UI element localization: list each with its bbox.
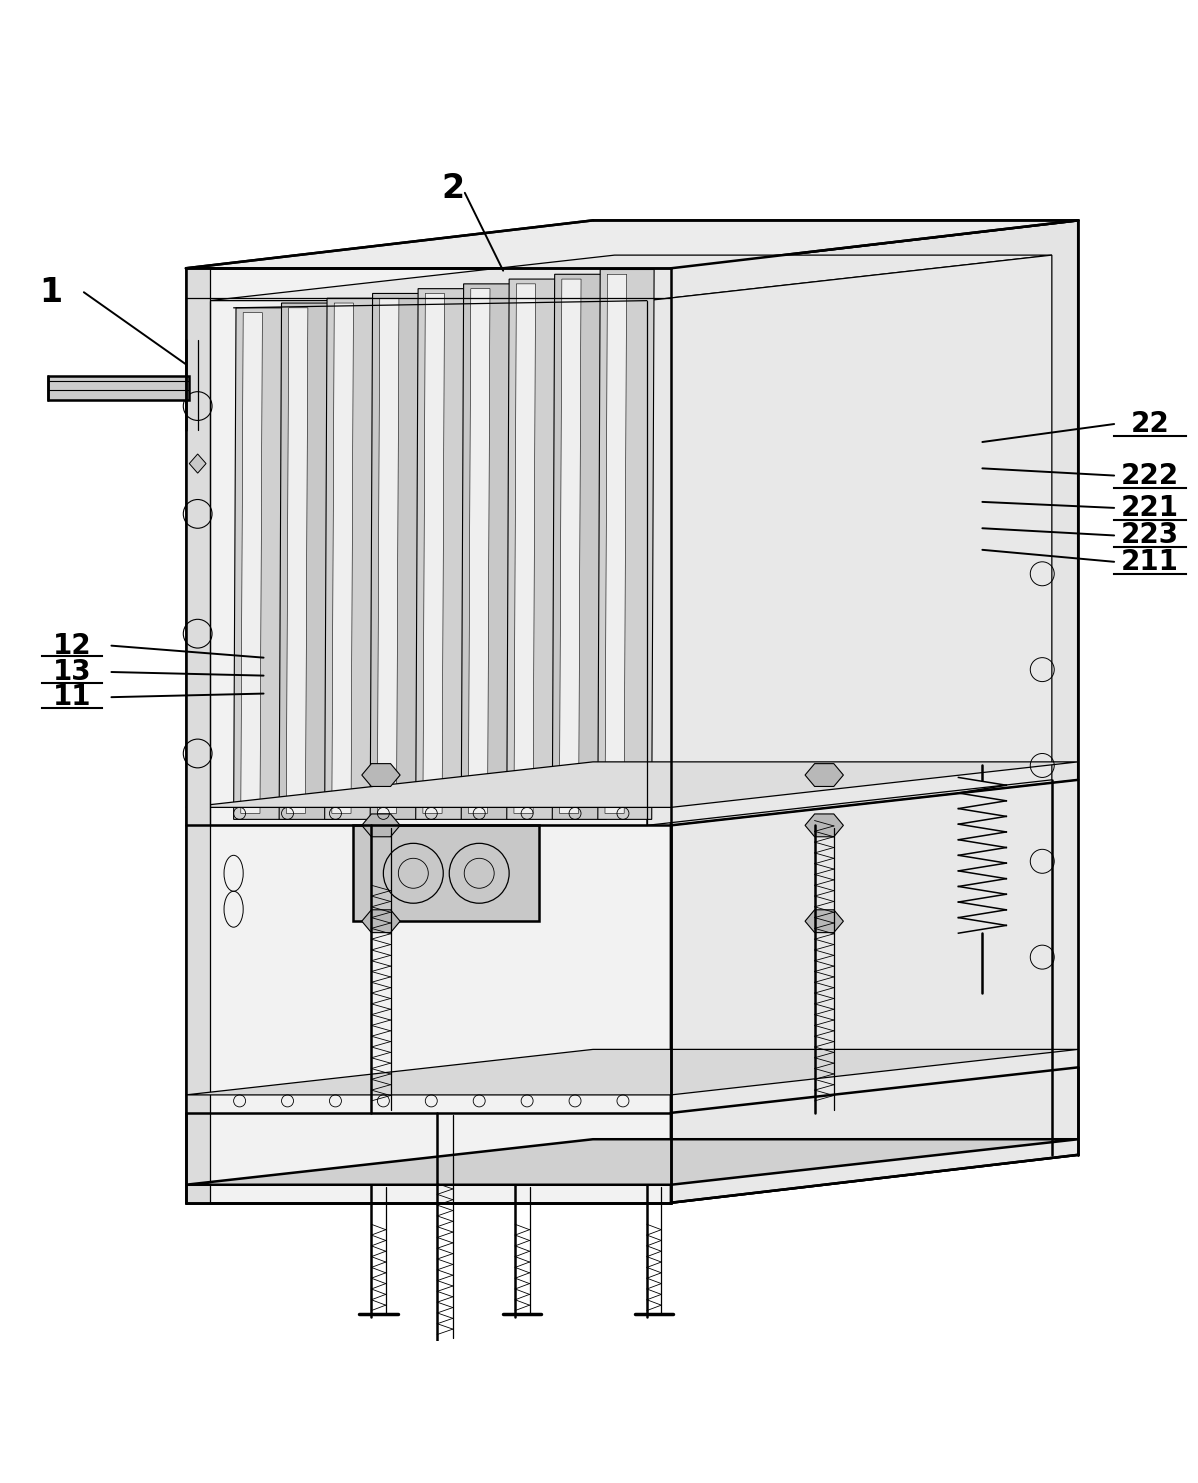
Polygon shape <box>671 780 1078 1203</box>
Polygon shape <box>370 294 426 820</box>
Polygon shape <box>353 826 539 921</box>
Polygon shape <box>552 274 609 820</box>
Polygon shape <box>514 283 536 813</box>
Polygon shape <box>598 270 654 820</box>
Text: 223: 223 <box>1121 522 1179 549</box>
Polygon shape <box>362 814 400 836</box>
Polygon shape <box>805 764 843 786</box>
Polygon shape <box>805 909 843 933</box>
Polygon shape <box>647 255 1052 826</box>
Polygon shape <box>605 274 627 813</box>
Polygon shape <box>362 764 400 786</box>
Text: 13: 13 <box>53 658 91 687</box>
Polygon shape <box>186 268 210 1203</box>
Polygon shape <box>423 294 444 813</box>
Polygon shape <box>186 221 1078 268</box>
Polygon shape <box>461 283 518 820</box>
Polygon shape <box>48 377 189 400</box>
Polygon shape <box>189 454 206 473</box>
Polygon shape <box>507 279 563 820</box>
Polygon shape <box>671 221 1078 1203</box>
Polygon shape <box>286 308 308 813</box>
Polygon shape <box>559 279 581 813</box>
Text: 11: 11 <box>53 684 91 712</box>
Text: 22: 22 <box>1131 409 1169 437</box>
Text: 2: 2 <box>441 172 465 205</box>
Text: 12: 12 <box>53 632 91 660</box>
Polygon shape <box>186 268 671 1203</box>
Polygon shape <box>186 1139 1078 1185</box>
Polygon shape <box>186 762 1078 807</box>
Text: 1: 1 <box>38 276 62 308</box>
Polygon shape <box>210 255 1052 301</box>
Polygon shape <box>325 298 381 820</box>
Polygon shape <box>186 1050 1078 1094</box>
Text: 222: 222 <box>1121 461 1179 489</box>
Polygon shape <box>805 814 843 836</box>
Polygon shape <box>234 308 290 820</box>
Polygon shape <box>279 303 335 820</box>
Polygon shape <box>468 289 490 813</box>
Polygon shape <box>362 909 400 933</box>
Polygon shape <box>241 313 262 813</box>
Polygon shape <box>416 289 472 820</box>
Polygon shape <box>377 298 399 813</box>
Polygon shape <box>332 303 353 813</box>
Text: 221: 221 <box>1121 494 1179 522</box>
Text: 211: 211 <box>1121 547 1179 575</box>
